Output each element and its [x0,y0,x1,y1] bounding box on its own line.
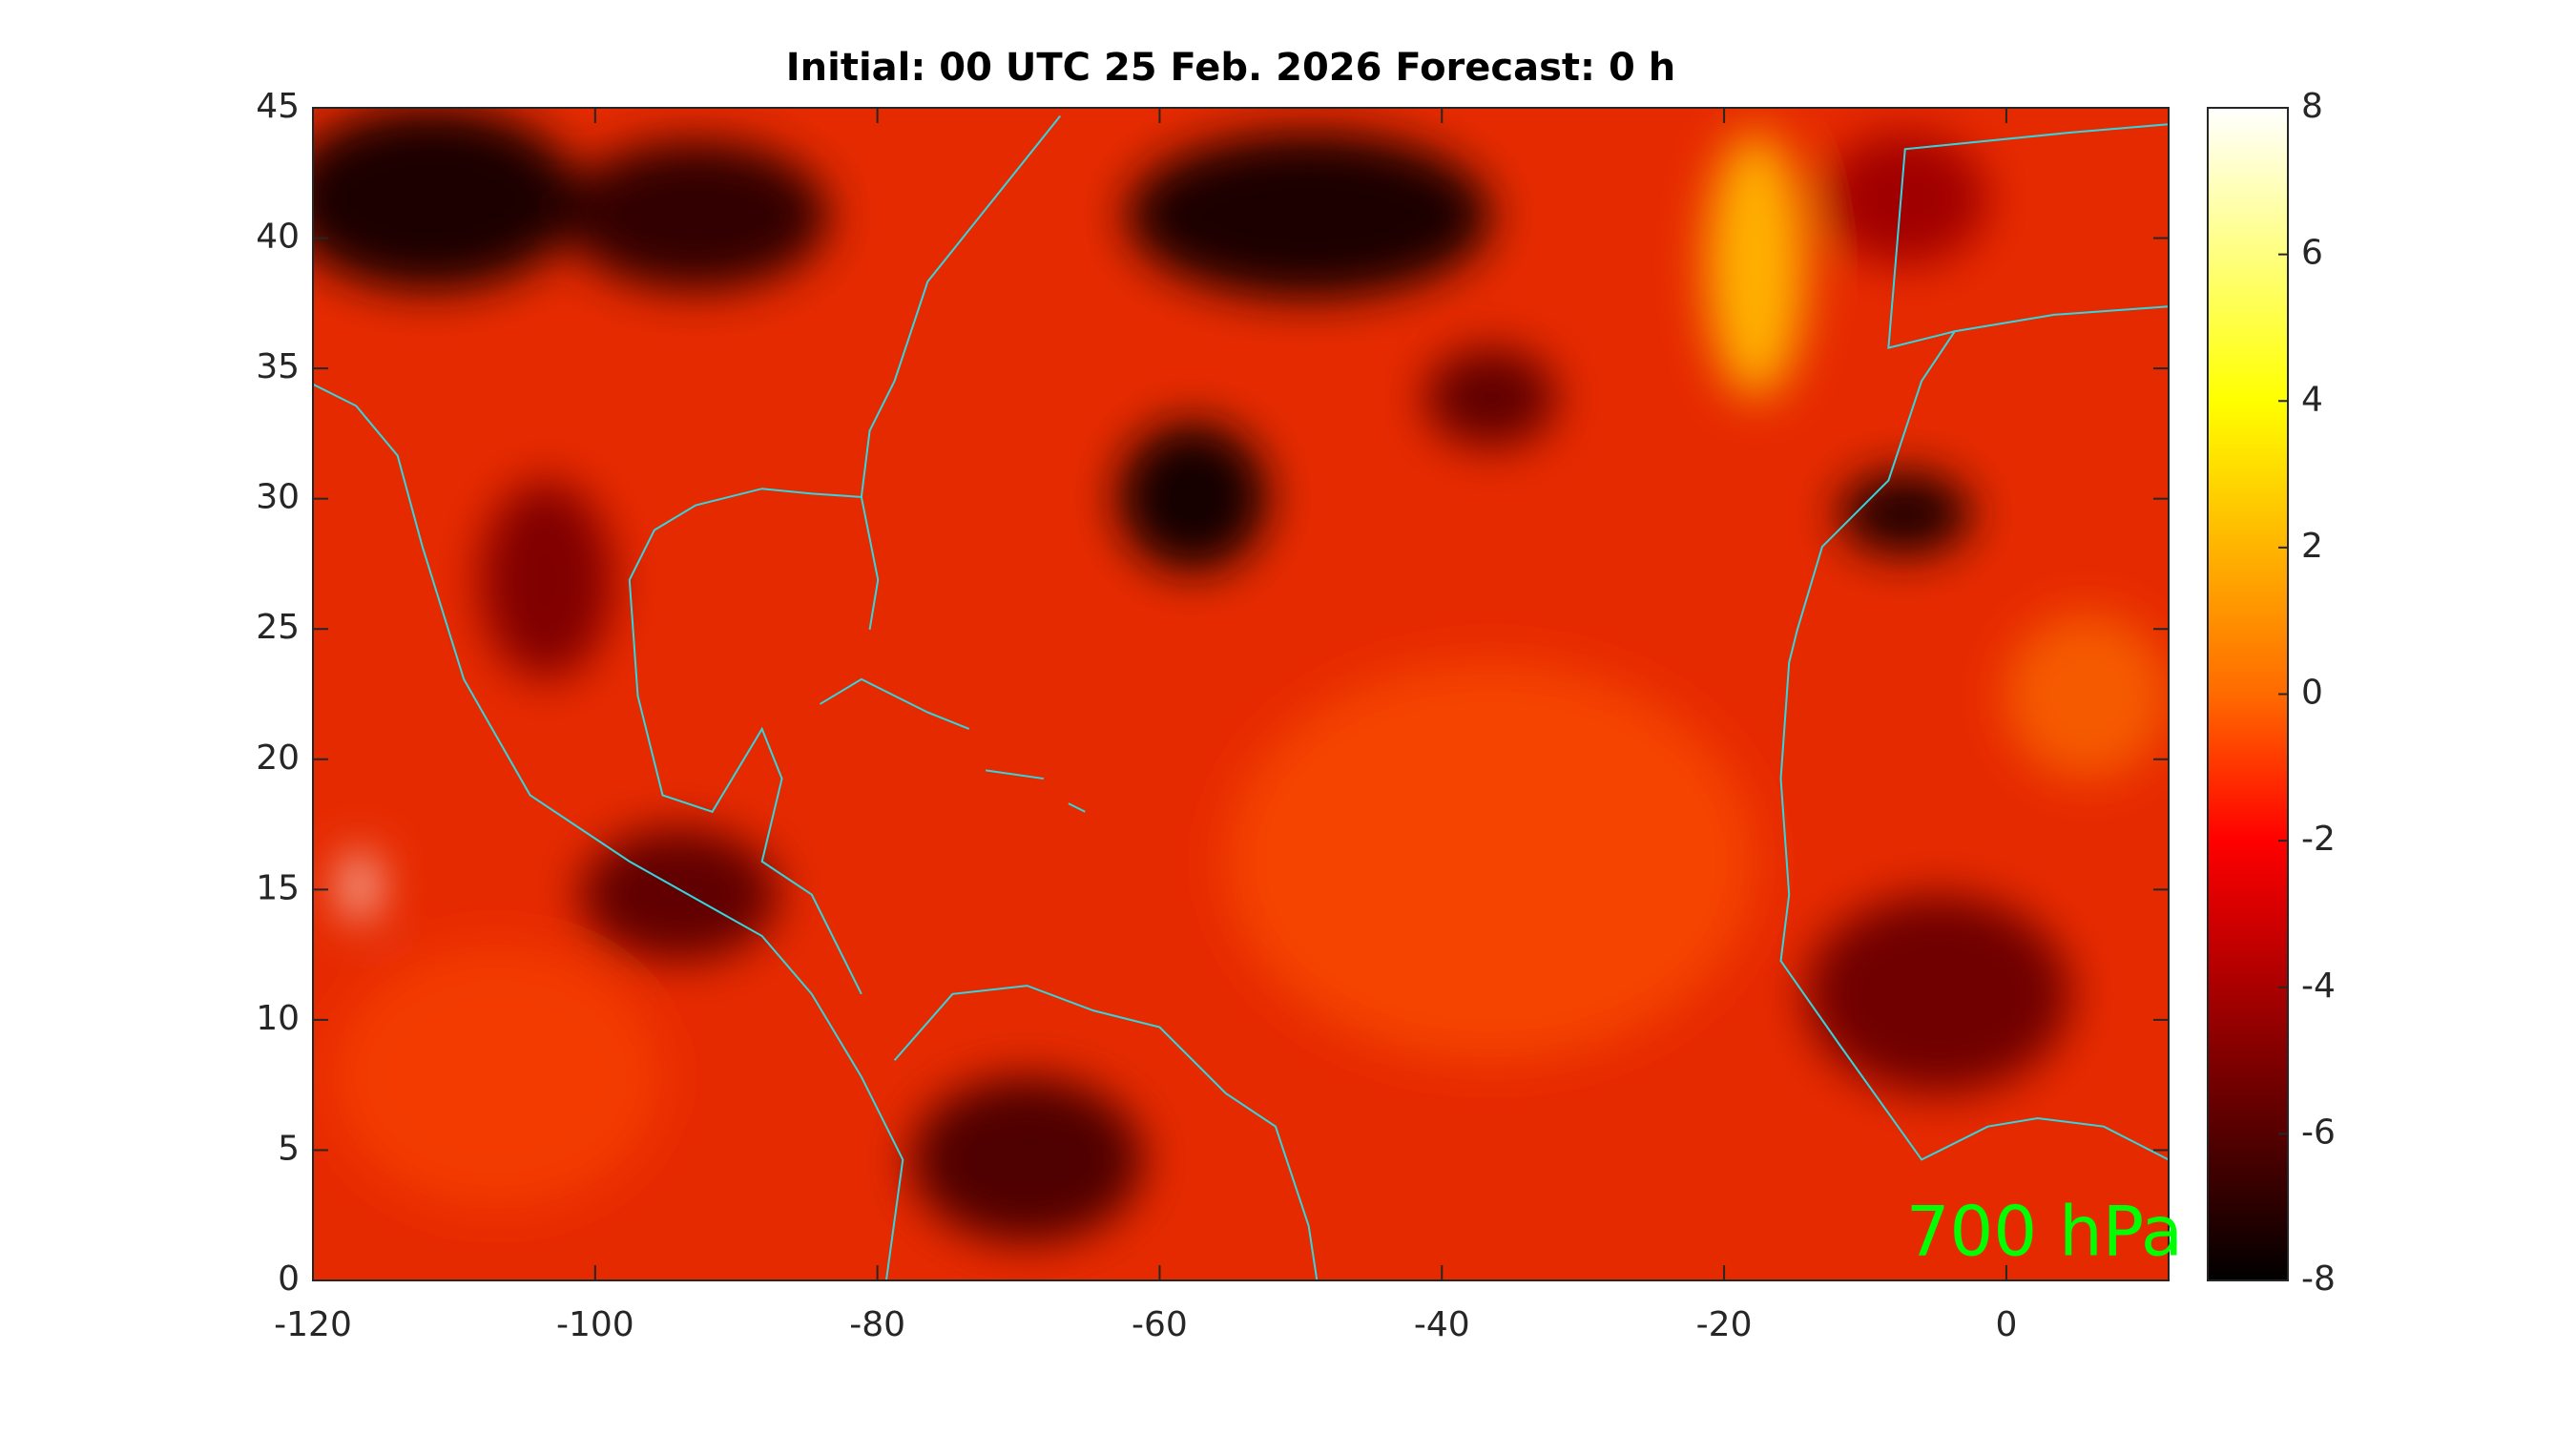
y-tick-label: 20 [256,738,300,778]
y-tick-label: 10 [256,999,300,1038]
colorbar-tick-label: 8 [2301,87,2323,126]
y-tick-label: 25 [256,608,300,647]
x-tick-label: 0 [1995,1305,2017,1344]
colorbar-tick-label: -6 [2301,1113,2336,1152]
x-tick-label: -80 [849,1305,905,1344]
colorbar-tick-label: -8 [2301,1259,2336,1299]
colorbar-tick-label: 4 [2301,380,2323,419]
colorbar [2207,107,2289,1281]
axes-box [312,107,2170,1281]
colorbar-tick-label: 0 [2301,674,2323,713]
field-structure [313,108,2169,1243]
colorbar-tick-label: 2 [2301,527,2323,566]
y-tick-label: 40 [256,218,300,257]
level-annotation: 700 hPa [1906,1192,2183,1272]
chart-title: Initial: 00 UTC 25 Feb. 2026 Forecast: 0… [786,46,1675,90]
coastlines [313,116,2169,1281]
colorbar-tick-label: -4 [2301,967,2336,1006]
y-tick-label: 15 [256,868,300,907]
x-tick-label: -120 [274,1305,352,1344]
x-tick-label: -60 [1132,1305,1188,1344]
colorbar-tick-label: 6 [2301,234,2323,273]
y-tick-label: 0 [278,1259,300,1299]
x-tick-label: -20 [1696,1305,1753,1344]
x-tick-label: -40 [1414,1305,1470,1344]
y-tick-label: 35 [256,347,300,386]
y-tick-label: 45 [256,87,300,126]
colorbar-tick-label: -2 [2301,820,2336,859]
y-tick-label: 30 [256,478,300,517]
field [313,108,2169,1281]
x-tick-label: -100 [556,1305,634,1344]
y-tick-label: 5 [278,1129,300,1168]
